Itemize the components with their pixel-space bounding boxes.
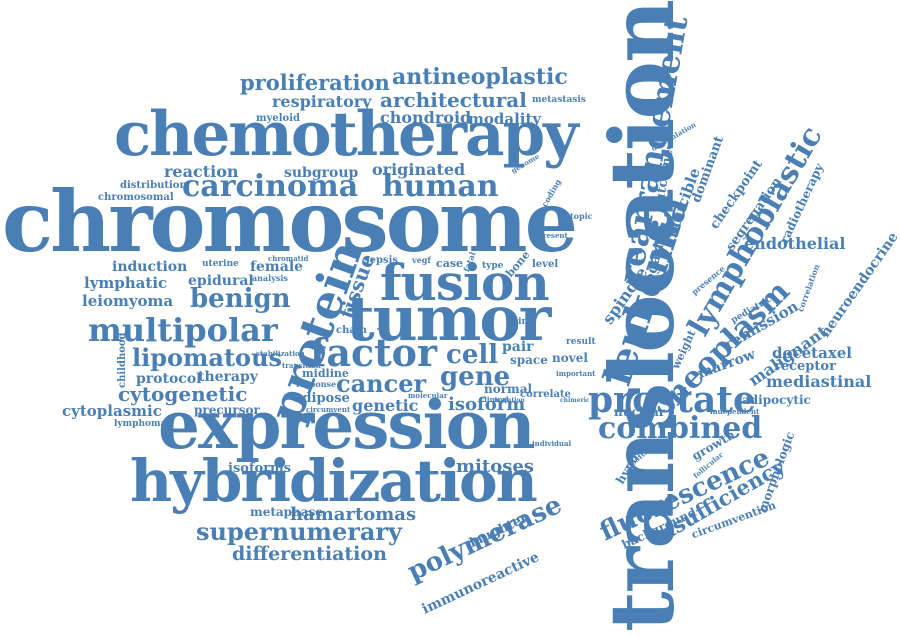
word-isoform: isoform [448,394,526,415]
word-female: female [250,259,304,275]
word-myeloid: subgroup [284,165,359,181]
word-novel: novel [552,351,588,365]
word-receptor: receptor [774,359,836,374]
word-adipose: adipose [294,391,350,406]
word-sepsis: sepsis [364,255,399,266]
word-correlation: correlation [795,262,822,314]
word-differentiation: differentiation [232,543,387,565]
word-hybridization: hybridization [130,447,538,515]
word-genetic: genetic [352,396,419,415]
word-molecular: molecular [408,391,448,400]
word-response: response [296,379,337,389]
word-ectopic: ectopic [560,211,593,221]
word-carcinoma: carcinoma [182,169,359,204]
word-stabilization: stabilization [256,349,305,358]
word-prostate: prostate [588,379,756,421]
word-multipolar: multipolar [88,311,278,349]
word-mutation: mutation [494,397,525,404]
word-transition: transition [282,361,321,370]
word-reaction: originated [372,160,466,179]
word-analysis: analysis [252,273,288,283]
word-supernumerary: supernumerary [196,517,403,546]
word-tumor: tumor [346,282,551,355]
word-nuclear: nuclear [614,405,666,419]
word-subgroup: myeloid [256,113,301,124]
word-human: human [382,169,499,204]
word-combined: combined [598,411,763,446]
word-loss: loss [375,312,388,332]
word-isoforms: isoforms [228,461,292,476]
word-chromosome: chromosome [2,172,578,271]
word-docetaxel: docetaxel [772,344,853,362]
word-leiomyoma: leiomyoma [82,292,174,310]
word-independent: independent [710,407,760,416]
word-cancer: cancer [336,369,427,398]
word-antineoplastic: antineoplastic [392,64,568,90]
word-lymphatic: lymphatic [84,274,168,292]
word-midline: midline [302,367,349,380]
word-fusion: fusion [380,253,550,312]
word-therapy: therapy [198,369,258,385]
word-mediastinal: mediastinal [766,372,872,391]
word-expression: expression [158,386,536,464]
word-epidural: epidural [188,273,254,289]
word-chimeric: chimeric [560,397,590,404]
word-proliferation: proliferation [240,70,390,95]
word-lipomatous: lipomatous [132,343,283,372]
word-uterine: uterine [202,259,239,269]
word-chromosomal: chromosomal [98,192,174,203]
word-individual: individual [532,439,572,448]
word-circumvent: circumvent [306,405,351,414]
word-correlate: correlate [520,389,571,400]
word-adipocytic: adipocytic [742,393,811,407]
word-vegf: vegf [412,255,431,265]
word-cell: cell [446,340,499,370]
word-case: case [436,257,464,270]
word-respiratory: respiratory [272,92,372,111]
word-pair: pair [502,339,534,355]
word-chromatid: chromatid [268,254,309,263]
word-factor: factor [310,330,438,375]
word-endothelial: endothelial [744,234,846,253]
word-modality: modality [468,110,542,128]
word-hamartomas: hamartomas [290,504,417,525]
word-metaphase: metaphase [250,505,323,519]
word-clinical: clinical [480,395,509,404]
word-result: result [566,337,596,347]
word-metastasis: reaction [164,162,239,181]
word-precursor: precursor [194,403,260,417]
word-childhood: childhood [117,332,128,388]
word-induction: induction [112,259,188,275]
word-chain: chain [336,325,367,336]
word-chondroid: chondroid [380,108,472,127]
word-space: space [510,353,548,367]
word-type: type [482,261,504,271]
word-distribution: distribution [120,180,187,191]
word-important: important [556,369,596,378]
word-protocol: protocol [136,371,202,387]
word-mitoses: mitoses [456,456,534,477]
word-originated: metastasis [532,95,586,105]
word-cytogenetic: cytogenetic [118,382,248,406]
word-normal: normal [484,382,533,396]
word-architectural: architectural [380,88,527,112]
word-chemotherapy: chemotherapy [114,99,579,170]
word-level: level [532,259,559,270]
word-cytoplasmic: cytoplasmic [62,402,162,420]
word-pain: pain [506,317,529,327]
word-present: present [538,231,568,240]
word-gene: gene [440,362,511,392]
word-lymphoma: lymphoma [114,419,167,429]
word-benign: benign [190,284,291,314]
